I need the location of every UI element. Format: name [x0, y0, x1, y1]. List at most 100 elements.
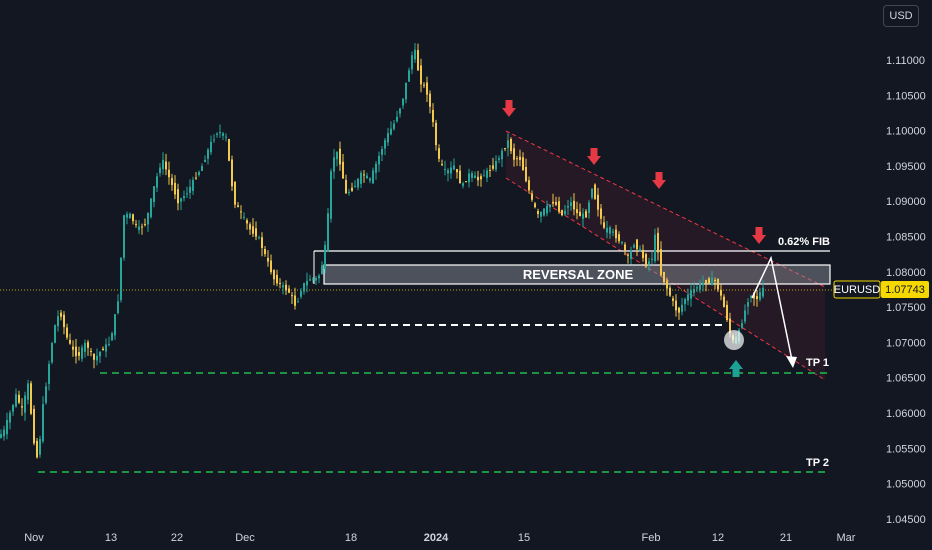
time-tick-label: 2024	[424, 532, 449, 544]
candle-body	[429, 93, 431, 107]
price-axis[interactable]: 1.11000 1.10500 1.10000 1.09500 1.09000 1.085…	[886, 55, 926, 526]
candle-body	[369, 178, 371, 181]
price-tick-label: 1.05500	[886, 443, 926, 455]
candle-body	[333, 157, 335, 172]
price-tick-label: 1.07000	[886, 337, 926, 349]
candle-body	[660, 249, 662, 275]
candle-body	[579, 211, 581, 217]
candle-body	[132, 214, 134, 222]
candle-body	[243, 216, 245, 218]
candle-body	[63, 314, 65, 328]
down-arrow-icon	[652, 172, 666, 189]
candle-body	[384, 140, 386, 149]
candle-body	[642, 249, 644, 259]
candle-body	[57, 316, 59, 327]
candle-body	[315, 278, 317, 281]
time-axis[interactable]: Nov 13 22 Dec 18 2024 15 Feb 12 21 Mar	[24, 532, 856, 544]
candle-body	[690, 290, 692, 299]
candle-body	[459, 170, 461, 184]
candle-body	[576, 209, 578, 214]
candle-body	[0, 434, 2, 438]
candle-body	[741, 323, 743, 328]
candle-body	[75, 346, 77, 357]
candle-body	[165, 161, 167, 170]
candle-body	[42, 404, 44, 442]
candle-body	[474, 175, 476, 179]
candles-group	[0, 43, 764, 459]
last-price-label: 1.07743	[885, 284, 925, 296]
candle-body	[648, 261, 650, 265]
candle-body	[594, 184, 596, 199]
candle-body	[102, 348, 104, 351]
price-tick-label: 1.05000	[886, 479, 926, 491]
candle-body	[303, 283, 305, 292]
time-tick-label: Feb	[642, 532, 661, 544]
candle-body	[546, 205, 548, 214]
candle-body	[213, 139, 215, 141]
candle-body	[465, 181, 467, 183]
candle-body	[498, 158, 500, 160]
price-tick-label: 1.10000	[886, 126, 926, 138]
candle-body	[399, 108, 401, 114]
candle-body	[48, 364, 50, 384]
candle-body	[681, 304, 683, 312]
candle-body	[354, 186, 356, 188]
candle-body	[582, 213, 584, 219]
candle-body	[372, 170, 374, 184]
candle-body	[201, 166, 203, 171]
candle-body	[108, 343, 110, 345]
price-tick-label: 1.09000	[886, 196, 926, 208]
candle-body	[693, 289, 695, 293]
candle-body	[327, 213, 329, 252]
candle-body	[129, 213, 131, 219]
candle-body	[489, 169, 491, 171]
price-tick-label: 1.07500	[886, 302, 926, 314]
candle-body	[18, 394, 20, 403]
candle-body	[135, 223, 137, 225]
candle-body	[168, 169, 170, 178]
time-tick-label: 21	[780, 532, 792, 544]
candle-body	[627, 254, 629, 256]
fib-label: 0.62% FIB	[778, 236, 830, 248]
candle-body	[270, 260, 272, 273]
candle-body	[357, 178, 359, 188]
candle-body	[12, 404, 14, 412]
currency-button[interactable]: USD	[883, 5, 919, 27]
candle-body	[321, 265, 323, 274]
candle-body	[78, 352, 80, 356]
candle-body	[207, 149, 209, 159]
candle-body	[144, 224, 146, 226]
candle-body	[756, 296, 758, 300]
candle-body	[414, 49, 416, 60]
candle-body	[543, 208, 545, 216]
candle-body	[51, 343, 53, 363]
candle-body	[558, 201, 560, 212]
candle-body	[339, 148, 341, 165]
candle-body	[192, 179, 194, 191]
candle-body	[189, 186, 191, 193]
candle-body	[630, 250, 632, 259]
candle-body	[186, 193, 188, 195]
candle-body	[618, 234, 620, 242]
price-tick-label: 1.04500	[886, 514, 926, 526]
time-tick-label: Nov	[24, 532, 44, 544]
candle-body	[348, 192, 350, 194]
candle-body	[606, 227, 608, 233]
down-arrow-icon	[752, 227, 766, 244]
candle-body	[84, 342, 86, 352]
candle-body	[174, 182, 176, 195]
candle-body	[492, 165, 494, 169]
candle-body	[138, 226, 140, 231]
candle-body	[396, 116, 398, 122]
candle-body	[33, 408, 35, 444]
candle-body	[513, 148, 515, 160]
candle-body	[312, 278, 314, 280]
candle-body	[378, 156, 380, 165]
candle-body	[411, 55, 413, 70]
candle-body	[231, 159, 233, 187]
candle-body	[261, 237, 263, 249]
candle-body	[225, 136, 227, 138]
candle-body	[639, 248, 641, 251]
